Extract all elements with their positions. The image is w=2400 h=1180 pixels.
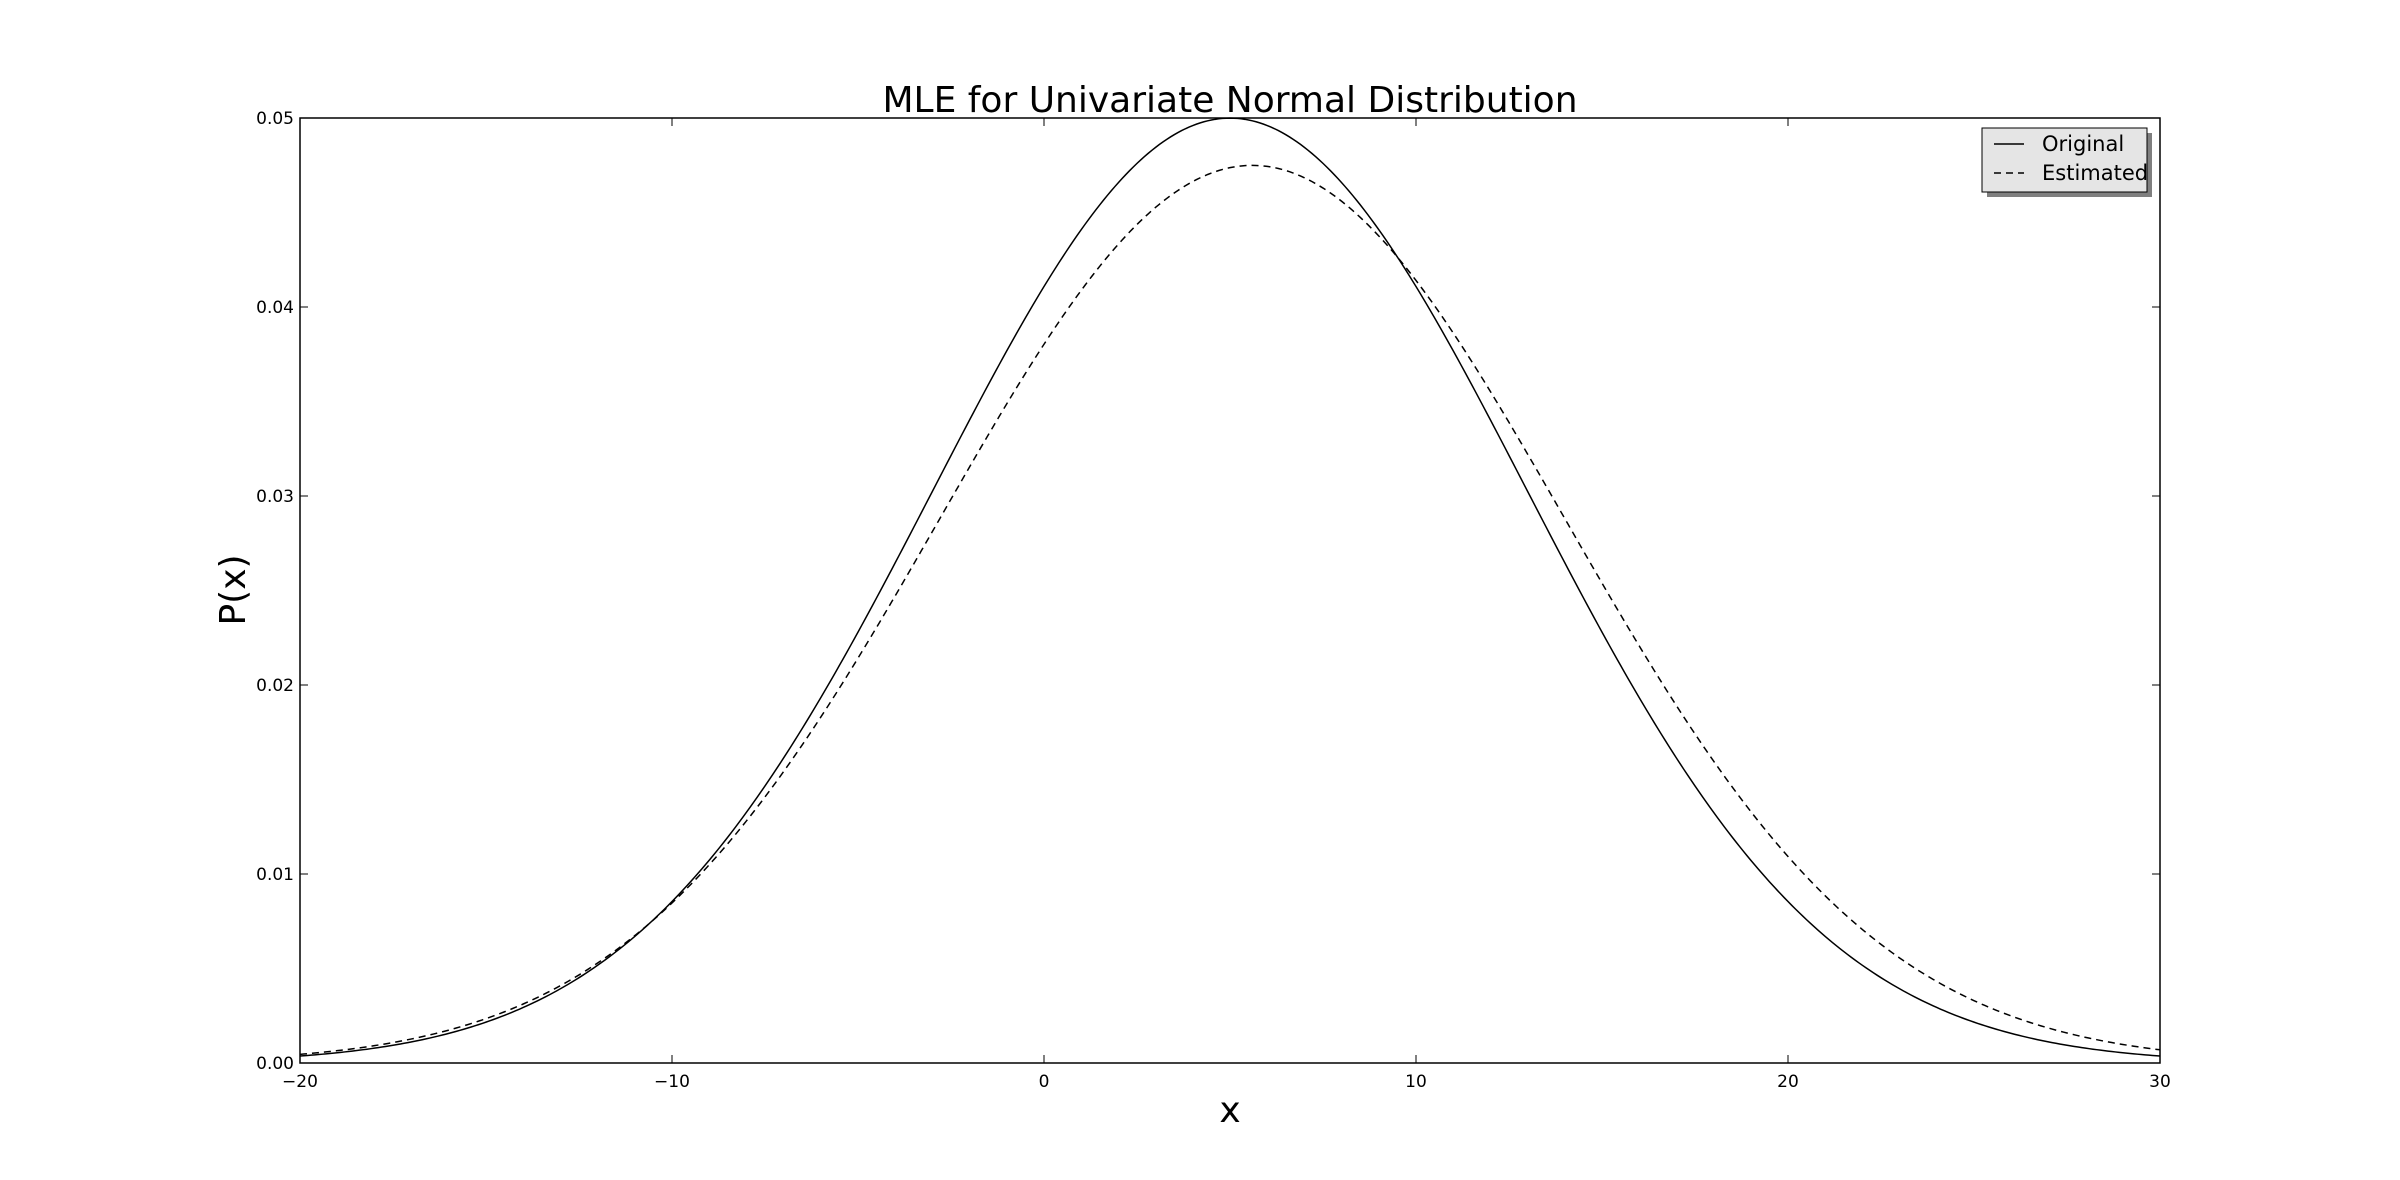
y-axis-label: P(x) bbox=[213, 554, 254, 625]
x-tick-label: 20 bbox=[1777, 1072, 1799, 1092]
legend-label-estimated: Estimated bbox=[2042, 161, 2148, 185]
x-tick-label: 0 bbox=[1039, 1072, 1050, 1092]
x-axis-label: x bbox=[1219, 1090, 1240, 1131]
y-tick-label: 0.01 bbox=[256, 865, 294, 885]
y-tick-label: 0.04 bbox=[256, 298, 294, 318]
legend-label-original: Original bbox=[2042, 132, 2124, 156]
y-tick-label: 0.00 bbox=[256, 1054, 294, 1074]
series-line-estimated bbox=[299, 164, 2161, 1056]
legend: Original Estimated bbox=[1981, 127, 2152, 197]
x-tick-label: −20 bbox=[282, 1072, 318, 1092]
y-tick-label: 0.02 bbox=[256, 676, 294, 696]
legend-box bbox=[1981, 127, 2148, 193]
y-tick-label: 0.05 bbox=[256, 109, 294, 129]
y-axis: 0.00 0.01 0.02 0.03 0.04 0.05 bbox=[256, 109, 2160, 1074]
x-axis: −20 −10 0 10 20 30 bbox=[282, 118, 2171, 1092]
x-tick-label: 30 bbox=[2149, 1072, 2171, 1092]
plot-frame bbox=[299, 117, 2161, 1064]
plot-area bbox=[300, 118, 2160, 1063]
chart-title: MLE for Univariate Normal Distribution bbox=[882, 80, 1577, 121]
x-tick-label: 10 bbox=[1405, 1072, 1427, 1092]
x-tick-label: −10 bbox=[654, 1072, 690, 1092]
y-tick-label: 0.03 bbox=[256, 487, 294, 507]
